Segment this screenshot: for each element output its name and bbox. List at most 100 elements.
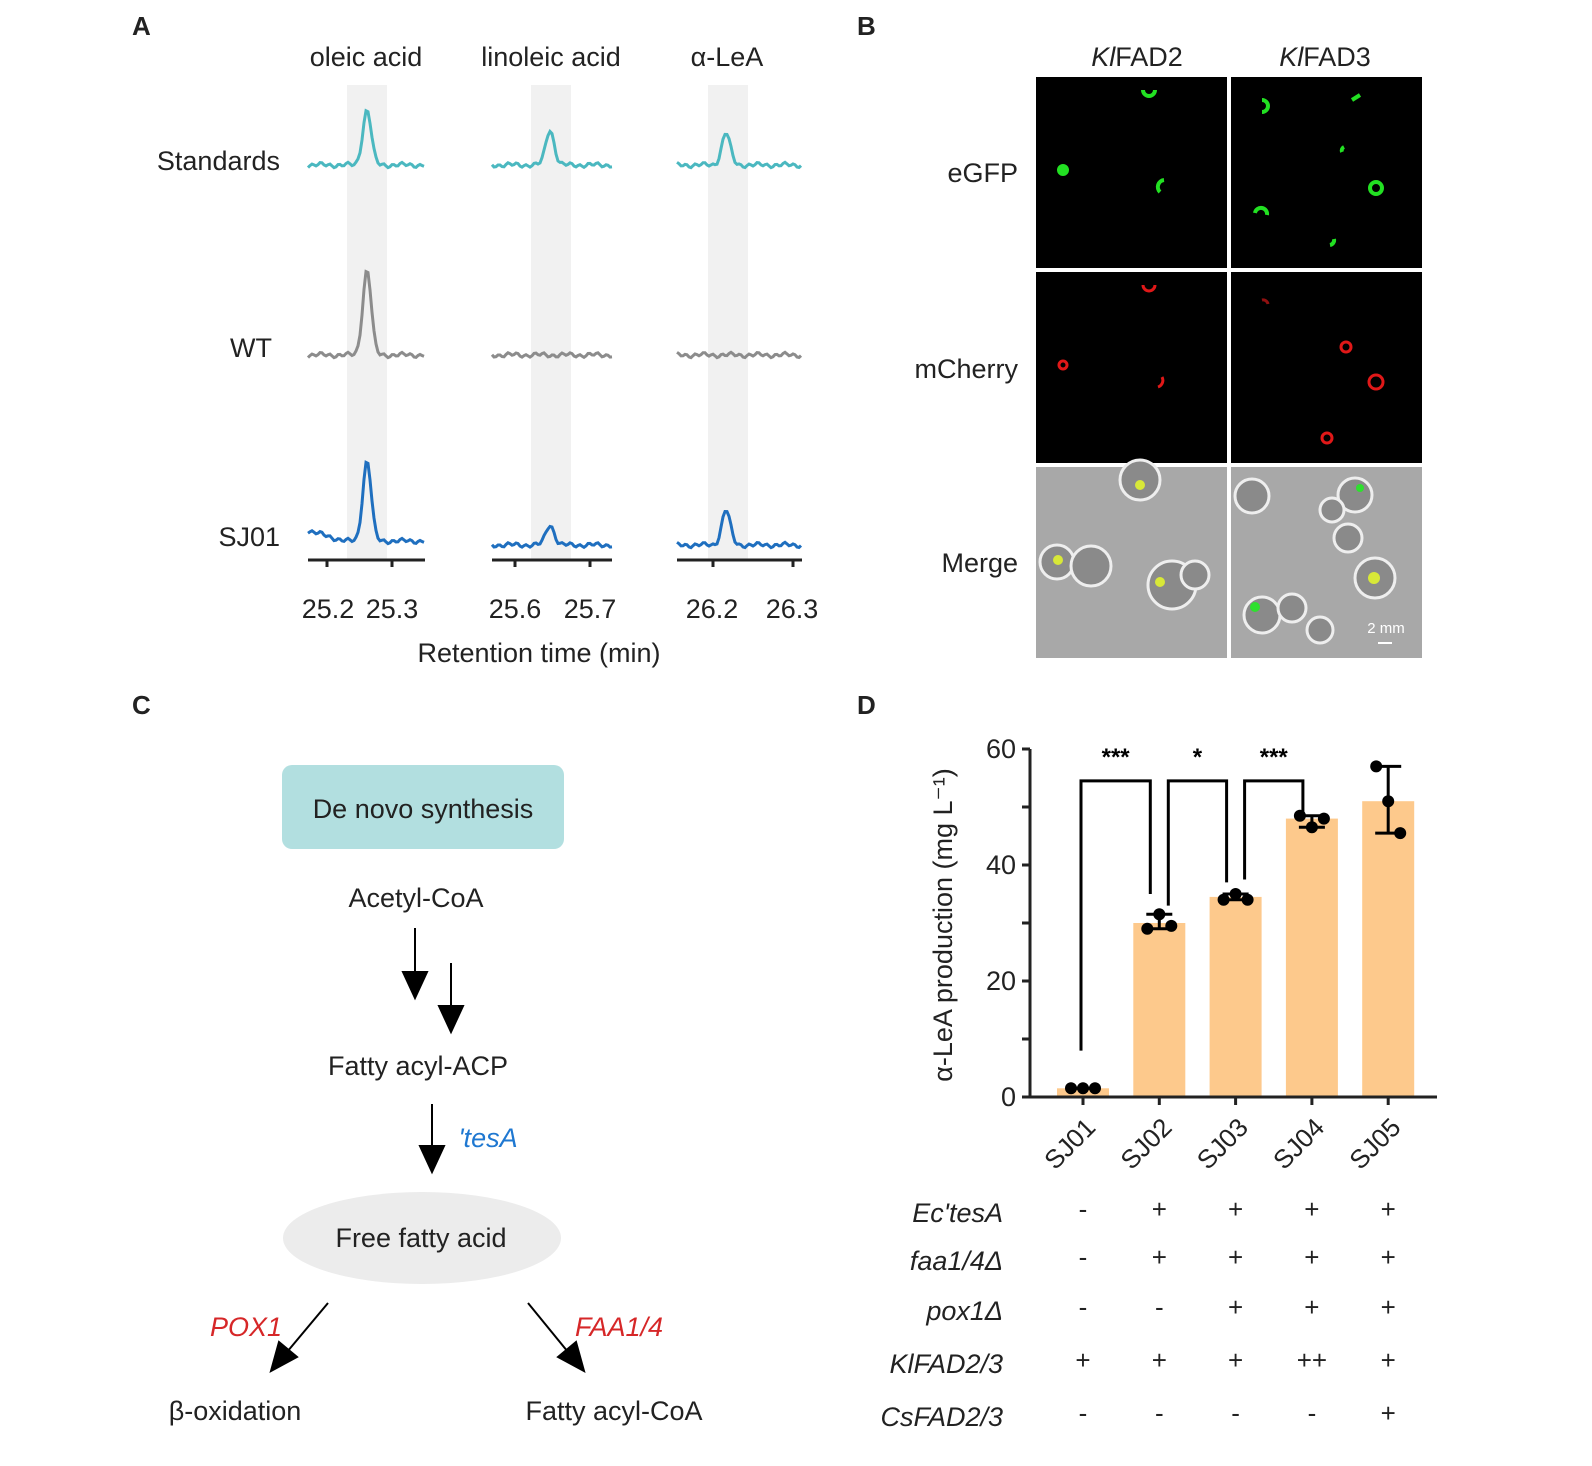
de-novo-box <box>282 765 564 849</box>
panel-label-d: D <box>857 690 876 720</box>
data-point <box>1382 795 1395 808</box>
chromatogram-trace <box>676 350 803 360</box>
egfp-image-fad3 <box>1231 77 1422 268</box>
x-tick-label: SJ04 <box>1267 1112 1330 1175</box>
tick-label: 25.2 <box>302 594 355 624</box>
column-title-klfad3: KlFAD3 <box>1279 42 1371 72</box>
chromatogram-trace <box>676 132 803 170</box>
significance-label: *** <box>1102 744 1131 771</box>
x-tick-label: SJ05 <box>1343 1112 1406 1175</box>
fatty-acyl-coa-label: Fatty acyl-CoA <box>525 1396 702 1426</box>
y-tick-label: 60 <box>986 734 1016 764</box>
significance-label: * <box>1193 744 1203 771</box>
significance-label: *** <box>1260 744 1289 771</box>
highlight-band <box>347 85 387 560</box>
chromatogram-trace <box>306 108 425 170</box>
pathway-diagram: De novo synthesis Acetyl-CoA Fatty acyl-… <box>169 765 703 1426</box>
data-point <box>1141 922 1154 935</box>
genotype-cell: + <box>1152 1345 1167 1375</box>
y-tick-label: 20 <box>986 966 1016 996</box>
pox1-label: POX1 <box>210 1312 282 1342</box>
genotype-cell: + <box>1228 1194 1243 1224</box>
chromatogram-trace <box>676 509 803 550</box>
x-axis-label: Retention time (min) <box>417 638 660 668</box>
genotype-cell: - <box>1079 1292 1088 1322</box>
genotype-cell: + <box>1152 1242 1167 1272</box>
genotype-cell: - <box>1079 1194 1088 1224</box>
genotype-cell: + <box>1381 1242 1396 1272</box>
tick-label: 25.7 <box>564 594 617 624</box>
y-tick-label: 0 <box>1001 1082 1016 1112</box>
chromatogram-trace <box>307 460 425 546</box>
data-point <box>1153 908 1166 921</box>
mcherry-image-fad3 <box>1231 272 1422 463</box>
significance-bracket <box>1243 779 1305 880</box>
genotype-cell: + <box>1304 1242 1319 1272</box>
row-label-mcherry: mCherry <box>914 354 1018 384</box>
highlight-band <box>531 85 571 560</box>
genotype-cell: - <box>1155 1398 1164 1428</box>
genotype-cell: + <box>1228 1345 1243 1375</box>
faa14-label: FAA1/4 <box>575 1312 663 1342</box>
bar-sj03 <box>1209 896 1262 1097</box>
x-tick-label: SJ03 <box>1191 1112 1254 1175</box>
genotype-row-label: faa1/4Δ <box>910 1246 1003 1276</box>
column-title-klfad2: KlFAD2 <box>1091 42 1183 72</box>
arrow-icon <box>269 928 586 1373</box>
data-point <box>1165 919 1178 932</box>
genotype-cell: - <box>1231 1398 1240 1428</box>
row-label-egfp: eGFP <box>947 158 1018 188</box>
genotype-cell: + <box>1152 1194 1167 1224</box>
data-point <box>1241 893 1254 906</box>
data-point <box>1370 760 1383 773</box>
row-label-sj01: SJ01 <box>218 522 280 552</box>
data-point <box>1317 812 1330 825</box>
scale-bar-label: 2 mm <box>1367 620 1405 637</box>
row-label-wt: WT <box>230 333 272 363</box>
free-fatty-acid-label: Free fatty acid <box>335 1223 506 1253</box>
highlight-band <box>708 85 748 560</box>
column-title-oleic: oleic acid <box>310 42 423 72</box>
data-point <box>1229 888 1242 900</box>
microscopy-panel: KlFAD2 KlFAD3 eGFP mCherry Merge 2 mm <box>914 42 1422 658</box>
tick-label: 26.2 <box>686 594 739 624</box>
genotype-cell: + <box>1228 1292 1243 1322</box>
chromatogram-panel: oleic acid linoleic acid α-LeA Standards… <box>157 42 818 668</box>
bar-sj02 <box>1133 923 1186 1097</box>
significance-bracket <box>1166 779 1229 906</box>
de-novo-label: De novo synthesis <box>313 794 534 824</box>
genotype-cell: + <box>1381 1194 1396 1224</box>
genotype-row-label: KlFAD2/3 <box>889 1349 1003 1379</box>
x-tick-label: SJ01 <box>1038 1112 1101 1175</box>
genotype-cell: - <box>1155 1292 1164 1322</box>
genotype-cell: + <box>1381 1345 1396 1375</box>
chromatogram-trace <box>490 351 613 360</box>
column-title-ala: α-LeA <box>691 42 764 72</box>
panel-label-a: A <box>132 11 151 41</box>
tick-label: 26.3 <box>766 594 819 624</box>
significance-bracket <box>1079 779 1152 1051</box>
genotype-cell: ++ <box>1297 1345 1327 1375</box>
chromatogram-trace <box>490 128 613 170</box>
data-point <box>1077 1082 1089 1095</box>
data-point <box>1305 821 1318 834</box>
data-point <box>1089 1082 1101 1095</box>
bar-sj05 <box>1362 801 1415 1097</box>
y-axis-label: α-LeA production (mg L⁻¹) <box>928 768 958 1082</box>
beta-oxidation-label: β-oxidation <box>169 1396 302 1426</box>
column-title-linoleic: linoleic acid <box>481 42 621 72</box>
genotype-cell: + <box>1381 1292 1396 1322</box>
genotype-row-label: CsFAD2/3 <box>880 1402 1003 1432</box>
genotype-cell: + <box>1228 1242 1243 1272</box>
genotype-cell: - <box>1308 1398 1317 1428</box>
genotype-cell: + <box>1075 1345 1090 1375</box>
chromatogram-trace <box>306 269 425 360</box>
genotype-cell: + <box>1381 1398 1396 1428</box>
panel-label-b: B <box>857 11 876 41</box>
genotype-row-label: pox1Δ <box>925 1296 1003 1326</box>
data-point <box>1394 827 1407 840</box>
genotype-cell: + <box>1304 1292 1319 1322</box>
chromatogram-trace <box>490 524 613 550</box>
tick-label: 25.3 <box>366 594 419 624</box>
